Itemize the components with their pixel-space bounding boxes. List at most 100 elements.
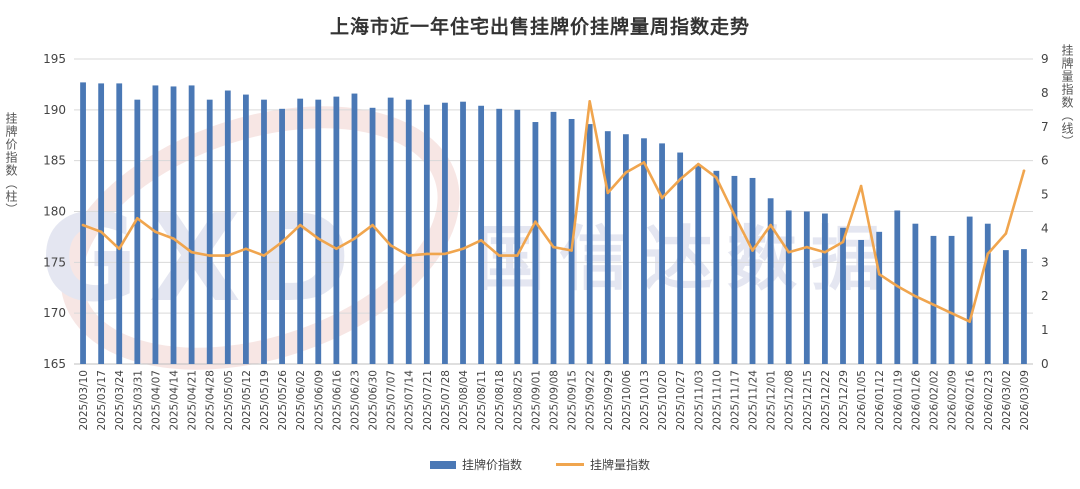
x-tick-label: 2025/04/28 — [205, 370, 217, 431]
y-tick-left: 175 — [43, 255, 66, 269]
x-tick-label: 2026/02/16 — [965, 370, 977, 431]
y-tick-left: 165 — [43, 357, 66, 371]
line-point — [588, 100, 591, 103]
line-point — [117, 247, 121, 251]
x-tick-label: 2025/05/12 — [241, 370, 253, 431]
y-tick-right: 3 — [1041, 255, 1049, 269]
bar — [803, 211, 810, 364]
x-tick-label: 2026/02/02 — [928, 370, 940, 431]
line-series — [81, 100, 1026, 323]
line-point — [497, 254, 501, 257]
line-point — [769, 223, 772, 227]
bar — [279, 108, 285, 364]
line-point — [696, 162, 700, 166]
bar — [1021, 249, 1027, 364]
line-point — [733, 213, 736, 217]
x-tick-label: 2025/09/08 — [549, 370, 561, 431]
x-tick-label: 2025/11/10 — [711, 370, 723, 431]
line-point — [678, 178, 682, 181]
x-tick-label: 2025/12/22 — [820, 370, 832, 431]
x-tick-label: 2025/09/01 — [530, 370, 542, 431]
legend-item-line: 挂牌量指数 — [556, 456, 650, 473]
bar — [405, 99, 412, 365]
x-tick-label: 2025/12/15 — [802, 370, 814, 431]
x-tick-label: 2025/06/23 — [349, 370, 361, 431]
y-tick-right: 8 — [1041, 86, 1049, 100]
line-point — [335, 247, 338, 251]
line-point — [986, 252, 990, 256]
line-point — [371, 223, 374, 227]
x-tick-label: 2025/03/31 — [132, 370, 144, 431]
bar — [496, 108, 503, 364]
bar — [351, 93, 358, 365]
bar — [912, 223, 919, 364]
line-point — [136, 216, 139, 220]
bar — [586, 124, 593, 364]
x-tick-label: 2025/09/15 — [567, 370, 579, 431]
line-point — [570, 249, 573, 252]
x-tick-label: 2025/12/29 — [838, 370, 850, 431]
x-tick-label: 2025/08/18 — [494, 370, 506, 431]
line-point — [353, 237, 356, 240]
bar — [876, 231, 883, 364]
x-tick-label: 2025/11/03 — [693, 370, 705, 431]
x-tick-label: 2025/12/08 — [784, 370, 796, 431]
bar — [261, 99, 267, 365]
bar — [622, 134, 629, 364]
line-point — [877, 272, 881, 276]
bar — [984, 223, 991, 364]
x-tick-label: 2026/03/02 — [1001, 370, 1013, 431]
bar — [514, 109, 521, 364]
bar — [152, 85, 159, 364]
line-point — [660, 196, 664, 200]
bar — [858, 239, 864, 364]
x-tick-label: 2025/03/17 — [96, 370, 108, 431]
legend-swatch-bars — [429, 460, 456, 469]
bar — [677, 152, 684, 364]
line-point — [950, 311, 953, 315]
y-tick-right: 2 — [1041, 289, 1049, 303]
line-point — [280, 240, 284, 244]
bar — [369, 107, 376, 365]
line-point — [407, 254, 411, 257]
x-tick-label: 2025/10/20 — [657, 370, 669, 431]
x-tick-label: 2025/06/02 — [295, 370, 307, 431]
x-tick-label: 2025/04/07 — [150, 370, 162, 431]
y-axis-right-label: 挂牌量指数（线） — [1060, 44, 1074, 148]
x-tick-label: 2025/06/09 — [313, 370, 325, 431]
x-tick-label: 2025/05/19 — [259, 370, 271, 431]
line-point — [968, 320, 971, 323]
line-point — [298, 223, 302, 227]
bar — [785, 210, 792, 364]
bar — [297, 98, 304, 365]
line-point — [932, 303, 935, 306]
y-tick-left: 190 — [43, 103, 66, 117]
y-tick-right: 6 — [1041, 154, 1049, 168]
x-tick-label: 2025/07/21 — [422, 370, 434, 431]
bar — [315, 99, 322, 365]
x-tick-label: 2025/08/11 — [476, 370, 488, 431]
line-point — [154, 230, 157, 234]
y-tick-right: 1 — [1041, 323, 1049, 337]
line-point — [226, 254, 230, 257]
line-point — [534, 220, 537, 223]
x-tick-label: 2025/07/07 — [386, 370, 398, 431]
y-tick-left: 170 — [43, 306, 66, 320]
line-point — [244, 247, 248, 251]
line-point — [751, 249, 754, 252]
x-tick-label: 2025/09/22 — [585, 370, 597, 431]
bar — [840, 227, 846, 364]
x-tick-label: 2026/01/19 — [892, 370, 904, 431]
line-point — [787, 250, 791, 254]
y-tick-right: 4 — [1041, 221, 1049, 235]
line-point — [606, 191, 610, 195]
bar — [822, 213, 828, 364]
x-tick-label: 2025/06/30 — [368, 370, 380, 431]
watermark-logo: GXD — [40, 190, 361, 329]
bar — [442, 102, 448, 364]
x-tick-label: 2025/07/28 — [440, 370, 452, 431]
x-tick-label: 2026/01/26 — [910, 370, 922, 431]
bar — [333, 96, 340, 364]
line-point — [1022, 169, 1026, 173]
